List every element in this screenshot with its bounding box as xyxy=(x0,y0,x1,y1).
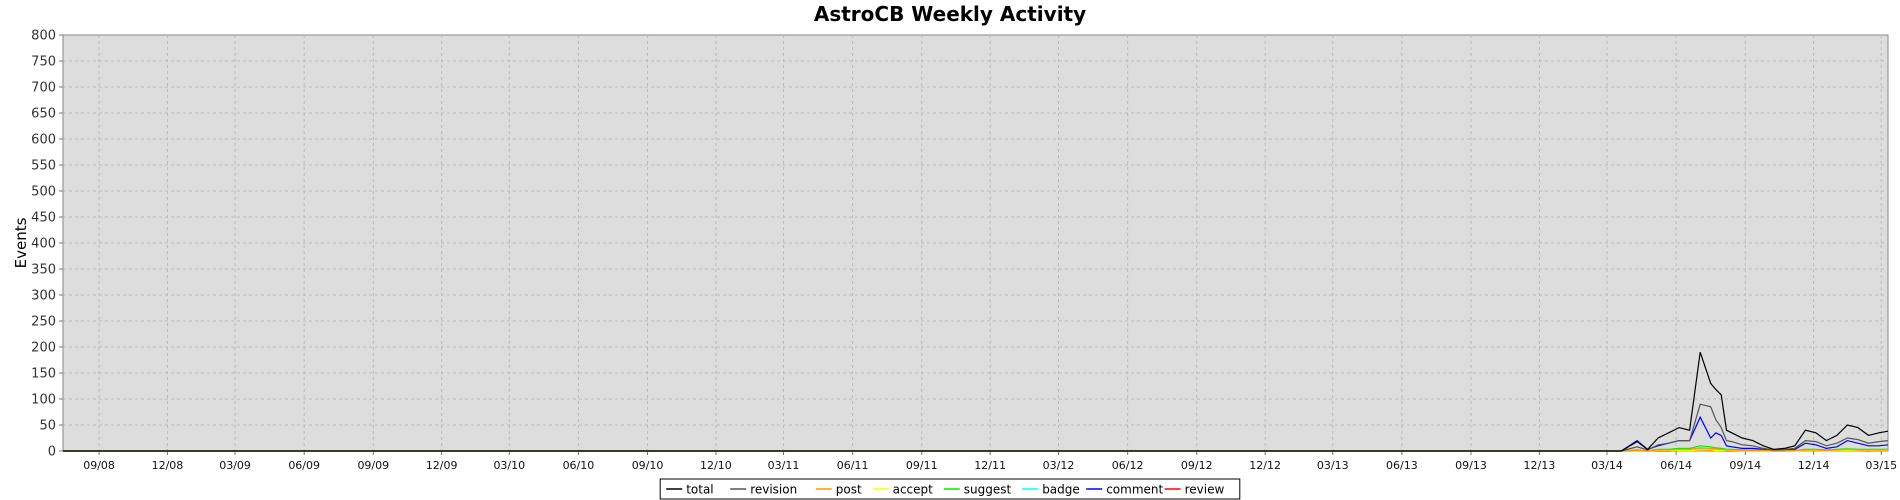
x-axis: 09/08 12/08 03/09 06/09 09/09 12/09 03/10 06/10… xyxy=(83,451,1897,472)
legend-label: suggest xyxy=(964,483,1012,497)
y-tick-label: 200 xyxy=(31,341,56,356)
y-tick-label: 750 xyxy=(31,55,56,70)
legend-label: badge xyxy=(1042,483,1080,497)
x-tick-label: 03/15 xyxy=(1865,459,1897,472)
legend: total revision post accept suggest badge comme… xyxy=(659,478,1241,500)
y-tick-label: 50 xyxy=(39,419,56,434)
x-tick-label: 09/14 xyxy=(1729,459,1761,472)
legend-item-badge: badge xyxy=(1022,483,1080,497)
series-line-total xyxy=(63,352,1889,452)
legend-item-post: post xyxy=(815,483,862,497)
x-tick-label: 09/09 xyxy=(357,459,389,472)
x-tick-label: 06/09 xyxy=(288,459,320,472)
y-axis: 0 50 100 150 200 250 300 350 400 450 500 550 600 650 7… xyxy=(31,29,63,460)
x-tick-label: 12/13 xyxy=(1524,459,1556,472)
legend-item-revision: revision xyxy=(730,483,797,497)
legend-label: revision xyxy=(750,483,797,497)
y-axis-label: Events xyxy=(12,217,30,268)
x-tick-label: 09/10 xyxy=(632,459,664,472)
y-tick-label: 550 xyxy=(31,159,56,174)
legend-item-suggest: suggest xyxy=(943,483,1012,497)
x-tick-label: 03/09 xyxy=(219,459,251,472)
legend-label: comment xyxy=(1106,483,1163,497)
y-tick-label: 300 xyxy=(31,289,56,304)
legend-item-comment: comment xyxy=(1086,483,1164,497)
x-tick-label: 03/14 xyxy=(1591,459,1623,472)
series-lines xyxy=(63,352,1889,452)
x-tick-label: 03/13 xyxy=(1317,459,1349,472)
x-tick-label: 12/12 xyxy=(1249,459,1281,472)
x-tick-label: 09/13 xyxy=(1455,459,1487,472)
x-tick-label: 12/09 xyxy=(426,459,458,472)
legend-label: post xyxy=(836,483,862,497)
legend-label: accept xyxy=(893,483,934,497)
y-tick-label: 600 xyxy=(31,133,56,148)
series-line-post xyxy=(63,447,1888,452)
legend-label: review xyxy=(1185,483,1225,497)
grid-lines xyxy=(63,35,1888,451)
y-tick-label: 150 xyxy=(31,367,56,382)
x-tick-label: 06/10 xyxy=(563,459,595,472)
series-line-revision xyxy=(63,403,1889,452)
y-tick-label: 800 xyxy=(31,29,56,44)
y-tick-label: 0 xyxy=(48,445,56,460)
x-tick-label: 06/11 xyxy=(837,459,869,472)
x-tick-label: 12/11 xyxy=(974,459,1006,472)
legend-label: total xyxy=(686,483,713,497)
legend-item-review: review xyxy=(1164,483,1225,497)
x-tick-label: 12/14 xyxy=(1798,459,1830,472)
x-tick-label: 09/12 xyxy=(1181,459,1213,472)
y-tick-label: 700 xyxy=(31,81,56,96)
x-tick-label: 06/13 xyxy=(1386,459,1418,472)
legend-item-total: total xyxy=(666,483,714,497)
x-tick-label: 03/11 xyxy=(768,459,800,472)
x-tick-label: 12/10 xyxy=(700,459,732,472)
chart-title: AstroCB Weekly Activity xyxy=(814,2,1086,26)
y-tick-label: 400 xyxy=(31,237,56,252)
x-tick-label: 06/12 xyxy=(1112,459,1144,472)
y-tick-label: 350 xyxy=(31,263,56,278)
y-tick-label: 650 xyxy=(31,107,56,122)
legend-item-accept: accept xyxy=(872,483,934,497)
x-tick-label: 03/12 xyxy=(1043,459,1075,472)
y-tick-label: 500 xyxy=(31,185,56,200)
y-tick-label: 450 xyxy=(31,211,56,226)
x-tick-label: 06/14 xyxy=(1660,459,1692,472)
y-tick-label: 250 xyxy=(31,315,56,330)
x-tick-label: 09/11 xyxy=(906,459,938,472)
y-tick-label: 100 xyxy=(31,393,56,408)
x-tick-label: 03/10 xyxy=(493,459,525,472)
x-tick-label: 12/08 xyxy=(152,459,184,472)
x-tick-label: 09/08 xyxy=(83,459,115,472)
